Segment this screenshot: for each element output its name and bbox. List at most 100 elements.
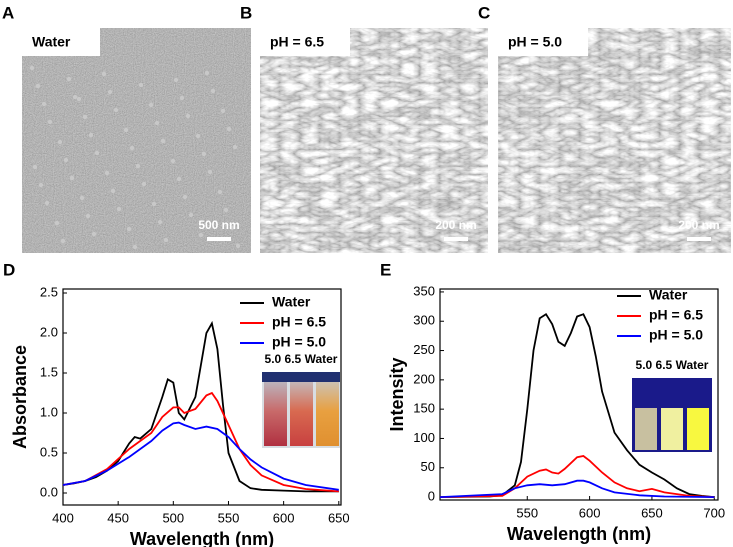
- y-tick-label: 100: [413, 430, 435, 445]
- particle: [107, 89, 113, 95]
- scale-bar-label: 200 nm: [678, 218, 719, 232]
- particle: [163, 237, 169, 243]
- legend-label: Water: [272, 294, 311, 310]
- particle: [179, 95, 185, 101]
- x-tick-label: 550: [218, 510, 240, 525]
- scale-bar: [207, 237, 231, 241]
- particle: [235, 243, 241, 249]
- panel-label: D: [3, 260, 15, 279]
- particle: [223, 207, 229, 213]
- line-series: [439, 455, 715, 498]
- image-caption: Water: [32, 34, 71, 50]
- line-series: [62, 391, 339, 493]
- particle: [173, 77, 179, 83]
- particle: [160, 138, 166, 144]
- y-tick-label: 0.0: [40, 484, 58, 499]
- particle: [157, 219, 163, 225]
- particle: [182, 194, 188, 200]
- particle: [116, 206, 122, 212]
- legend-label: pH = 6.5: [272, 314, 326, 330]
- particle: [188, 212, 194, 218]
- y-axis-label: Absorbance: [10, 345, 30, 449]
- line-series: [439, 312, 715, 498]
- y-axis-label: Intensity: [387, 357, 407, 431]
- x-tick-label: 650: [328, 510, 350, 525]
- y-tick-label: 250: [413, 342, 435, 357]
- particle: [60, 238, 66, 244]
- x-tick-label: 550: [516, 505, 538, 520]
- vial: [264, 376, 287, 446]
- particle: [76, 96, 82, 102]
- particle: [91, 231, 97, 237]
- particle: [220, 108, 226, 114]
- scale-bar: [444, 237, 468, 241]
- particle: [138, 82, 144, 88]
- scale-bar: [687, 237, 711, 241]
- panel-label: C: [478, 3, 490, 22]
- line-series: [439, 479, 715, 498]
- vial: [635, 408, 657, 450]
- legend-label: Water: [649, 287, 688, 303]
- y-tick-label: 2.0: [40, 324, 58, 339]
- particle: [204, 70, 210, 76]
- particle: [29, 65, 35, 71]
- image-caption: pH = 6.5: [270, 34, 324, 50]
- inset-label: 5.0 6.5 Water: [636, 358, 709, 372]
- particle: [88, 132, 94, 138]
- particle: [66, 76, 72, 82]
- particle: [185, 113, 191, 119]
- particle: [113, 107, 119, 113]
- sem-image: [260, 28, 488, 253]
- particle: [226, 126, 232, 132]
- particle: [129, 145, 135, 151]
- legend-label: pH = 5.0: [649, 327, 703, 343]
- particle: [47, 119, 53, 125]
- particle: [72, 94, 78, 100]
- y-tick-label: 150: [413, 401, 435, 416]
- y-tick-label: 200: [413, 371, 435, 386]
- particle: [135, 163, 141, 169]
- particle: [176, 176, 182, 182]
- particle: [32, 164, 38, 170]
- plot-frame: [62, 288, 342, 506]
- x-tick-label: 400: [52, 510, 74, 525]
- panel-label: B: [240, 3, 252, 22]
- x-tick-label: 600: [273, 510, 295, 525]
- particle: [141, 181, 147, 187]
- particle: [123, 127, 129, 133]
- y-tick-label: 2.5: [40, 284, 58, 299]
- y-tick-label: 350: [413, 283, 435, 298]
- sem-image: [498, 28, 731, 253]
- particle: [198, 232, 204, 238]
- plot-frame: [439, 288, 719, 501]
- inset-label: 5.0 6.5 Water: [265, 352, 338, 366]
- vial: [316, 376, 339, 446]
- x-tick-label: 500: [162, 510, 184, 525]
- x-axis-label: Wavelength (nm): [507, 524, 651, 544]
- particle: [41, 101, 47, 107]
- particle: [210, 88, 216, 94]
- particle: [35, 83, 41, 89]
- y-tick-label: 0: [428, 489, 435, 504]
- particle: [229, 225, 235, 231]
- particle: [85, 213, 91, 219]
- particle: [148, 102, 154, 108]
- particle: [69, 175, 75, 181]
- particle: [54, 220, 60, 226]
- particle: [170, 158, 176, 164]
- particle: [101, 71, 107, 77]
- scale-bar-label: 500 nm: [198, 218, 239, 232]
- particle: [82, 114, 88, 120]
- particle: [63, 157, 69, 163]
- line-series: [62, 421, 339, 491]
- particle: [132, 244, 138, 250]
- y-tick-label: 300: [413, 313, 435, 328]
- particle: [126, 226, 132, 232]
- line-series: [62, 320, 339, 493]
- y-tick-label: 0.5: [40, 444, 58, 459]
- panel-label: E: [380, 260, 391, 279]
- vial-caps: [262, 372, 340, 382]
- x-tick-label: 650: [641, 505, 663, 520]
- caption-box: [260, 28, 350, 56]
- particle: [104, 170, 110, 176]
